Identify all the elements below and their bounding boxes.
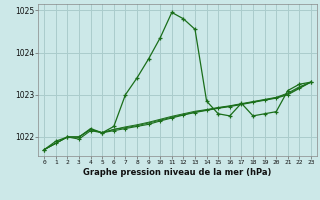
X-axis label: Graphe pression niveau de la mer (hPa): Graphe pression niveau de la mer (hPa) [84, 168, 272, 177]
